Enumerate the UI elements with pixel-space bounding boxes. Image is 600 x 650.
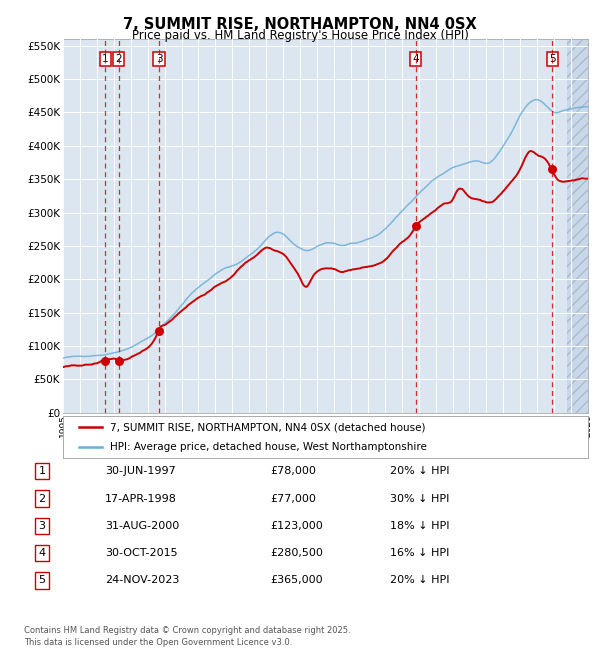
Text: 4: 4 bbox=[412, 54, 419, 64]
Text: £365,000: £365,000 bbox=[270, 575, 323, 586]
Text: £77,000: £77,000 bbox=[270, 493, 316, 504]
Text: 30% ↓ HPI: 30% ↓ HPI bbox=[390, 493, 449, 504]
Text: 3: 3 bbox=[38, 521, 46, 531]
Text: 20% ↓ HPI: 20% ↓ HPI bbox=[390, 575, 449, 586]
Text: 17-APR-1998: 17-APR-1998 bbox=[105, 493, 177, 504]
Text: 2: 2 bbox=[38, 493, 46, 504]
Text: HPI: Average price, detached house, West Northamptonshire: HPI: Average price, detached house, West… bbox=[110, 442, 427, 452]
Text: Contains HM Land Registry data © Crown copyright and database right 2025.
This d: Contains HM Land Registry data © Crown c… bbox=[24, 626, 350, 647]
Text: £78,000: £78,000 bbox=[270, 466, 316, 476]
Bar bbox=[567, 39, 593, 413]
Text: Price paid vs. HM Land Registry's House Price Index (HPI): Price paid vs. HM Land Registry's House … bbox=[131, 29, 469, 42]
Text: 4: 4 bbox=[38, 548, 46, 558]
Text: 1: 1 bbox=[102, 54, 109, 64]
Text: 31-AUG-2000: 31-AUG-2000 bbox=[105, 521, 179, 531]
Text: £123,000: £123,000 bbox=[270, 521, 323, 531]
Text: 2: 2 bbox=[115, 54, 122, 64]
Text: 24-NOV-2023: 24-NOV-2023 bbox=[105, 575, 179, 586]
Text: 5: 5 bbox=[549, 54, 556, 64]
Bar bbox=[567, 39, 593, 413]
Text: 5: 5 bbox=[38, 575, 46, 586]
Text: 7, SUMMIT RISE, NORTHAMPTON, NN4 0SX (detached house): 7, SUMMIT RISE, NORTHAMPTON, NN4 0SX (de… bbox=[110, 422, 426, 432]
Text: 30-JUN-1997: 30-JUN-1997 bbox=[105, 466, 176, 476]
Text: 3: 3 bbox=[156, 54, 163, 64]
Text: 7, SUMMIT RISE, NORTHAMPTON, NN4 0SX: 7, SUMMIT RISE, NORTHAMPTON, NN4 0SX bbox=[123, 17, 477, 32]
Text: 16% ↓ HPI: 16% ↓ HPI bbox=[390, 548, 449, 558]
Text: 20% ↓ HPI: 20% ↓ HPI bbox=[390, 466, 449, 476]
Text: 30-OCT-2015: 30-OCT-2015 bbox=[105, 548, 178, 558]
Text: £280,500: £280,500 bbox=[270, 548, 323, 558]
Text: 18% ↓ HPI: 18% ↓ HPI bbox=[390, 521, 449, 531]
Text: 1: 1 bbox=[38, 466, 46, 476]
